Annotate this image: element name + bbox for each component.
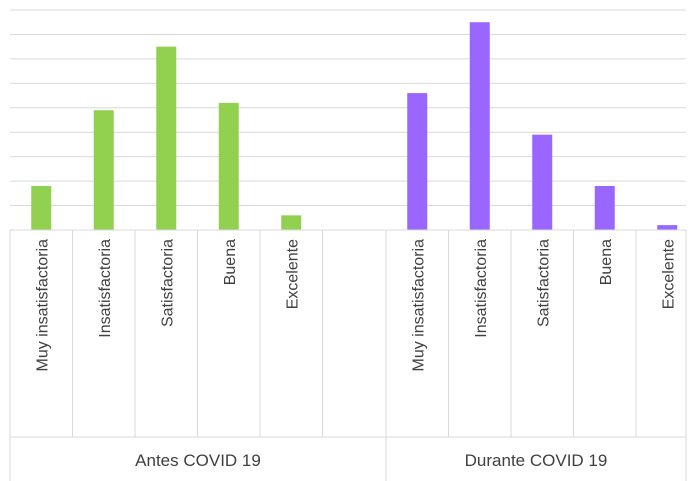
- bar: [657, 225, 678, 230]
- bar: [93, 110, 114, 230]
- bar: [156, 46, 177, 230]
- bars: [31, 22, 678, 230]
- bar: [407, 93, 428, 230]
- gridlines: [10, 9, 686, 207]
- category-tick-label: Muy insatisfactoria: [34, 239, 51, 372]
- group-labels: Antes COVID 19 Durante COVID 19: [135, 451, 607, 470]
- bar: [469, 22, 490, 230]
- bar: [31, 186, 52, 230]
- category-tick-label: Excelente: [284, 239, 301, 309]
- category-tick-label: Satisfactoria: [535, 239, 552, 327]
- group-label: Durante COVID 19: [465, 451, 608, 470]
- bar: [281, 215, 302, 230]
- category-tick-label: Muy insatisfactoria: [410, 239, 427, 372]
- group-label: Antes COVID 19: [135, 451, 261, 470]
- category-axis: [9, 229, 687, 481]
- category-tick-label: Buena: [598, 239, 615, 285]
- category-tick-label: Buena: [222, 239, 239, 285]
- category-tick-label: Satisfactoria: [159, 239, 176, 327]
- category-tick-label: Insatisfactoria: [473, 239, 490, 338]
- category-tick-labels: Muy insatisfactoria Insatisfactoria Satisf…: [34, 239, 677, 372]
- category-tick-label: Excelente: [660, 239, 677, 309]
- category-tick-label: Insatisfactoria: [97, 239, 114, 338]
- bar: [218, 102, 239, 230]
- bar: [532, 134, 553, 230]
- bar: [594, 186, 615, 230]
